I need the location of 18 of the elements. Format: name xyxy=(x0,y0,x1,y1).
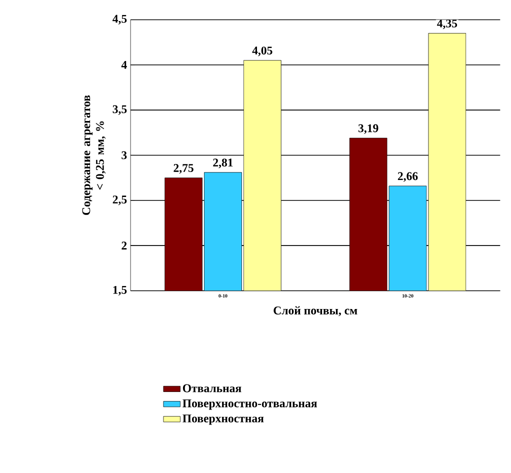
legend-label: Отвальная xyxy=(182,384,242,392)
data-label: 2,66 xyxy=(398,172,418,182)
y-tick-label: 2,5 xyxy=(112,196,127,206)
legend-label: Поверхностно-отвальная xyxy=(182,399,317,410)
data-label: 2,81 xyxy=(213,158,233,168)
x-axis-title: Слой почвы, см xyxy=(274,306,358,316)
data-label: 3,19 xyxy=(358,124,378,134)
y-tick-label: 1,5 xyxy=(113,286,127,296)
y-tick-label: 2 xyxy=(122,242,127,250)
legend-label: Поверхностная xyxy=(182,414,264,425)
y-tick-label: 3,5 xyxy=(112,105,127,115)
y-axis-title: Содержание агрегатов < 0,25 мм, % xyxy=(82,95,106,215)
y-tick-label: 4,5 xyxy=(112,14,127,24)
data-label: 2,75 xyxy=(174,164,194,174)
y-tick-label: 4 xyxy=(121,60,127,69)
data-label: 4,05 xyxy=(252,46,272,56)
data-label: 4,35 xyxy=(437,19,458,30)
y-tick-label: 3 xyxy=(122,151,127,160)
